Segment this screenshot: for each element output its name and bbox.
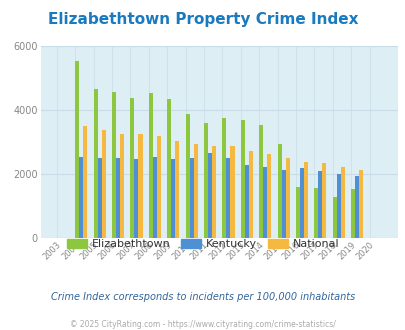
Bar — [240, 119, 244, 238]
Bar — [185, 114, 189, 238]
Bar — [130, 98, 134, 238]
Bar — [340, 167, 344, 238]
Bar — [134, 159, 138, 238]
Bar — [299, 168, 303, 238]
Bar — [138, 134, 142, 238]
Bar — [262, 167, 266, 238]
Bar — [248, 150, 252, 238]
Bar — [266, 154, 271, 238]
Bar — [98, 158, 102, 238]
Bar — [285, 158, 289, 238]
Bar — [332, 197, 336, 238]
Bar — [94, 89, 98, 238]
Bar — [336, 174, 340, 238]
Bar — [222, 118, 226, 238]
Text: Crime Index corresponds to incidents per 100,000 inhabitants: Crime Index corresponds to incidents per… — [51, 292, 354, 302]
Bar — [203, 123, 207, 238]
Bar — [171, 159, 175, 238]
Bar — [193, 144, 197, 238]
Bar — [83, 126, 87, 238]
Bar — [258, 125, 262, 238]
Bar — [112, 92, 116, 238]
Bar — [167, 99, 171, 238]
Bar — [79, 157, 83, 238]
Bar — [175, 141, 179, 238]
Bar — [116, 158, 120, 238]
Bar — [277, 144, 281, 238]
Bar — [318, 171, 322, 238]
Text: © 2025 CityRating.com - https://www.cityrating.com/crime-statistics/: © 2025 CityRating.com - https://www.city… — [70, 320, 335, 329]
Legend: Elizabethtown, Kentucky, National: Elizabethtown, Kentucky, National — [62, 234, 343, 253]
Bar — [75, 61, 79, 238]
Bar — [226, 158, 230, 238]
Bar — [281, 170, 285, 238]
Bar — [152, 156, 156, 238]
Bar — [358, 170, 362, 238]
Bar — [189, 157, 193, 238]
Bar — [313, 188, 318, 238]
Bar — [230, 147, 234, 238]
Bar — [244, 165, 248, 238]
Bar — [102, 130, 105, 238]
Bar — [211, 146, 215, 238]
Bar — [295, 186, 299, 238]
Bar — [149, 93, 152, 238]
Text: Elizabethtown Property Crime Index: Elizabethtown Property Crime Index — [48, 12, 357, 26]
Bar — [350, 189, 354, 238]
Bar — [354, 176, 358, 238]
Bar — [120, 134, 124, 238]
Bar — [156, 137, 160, 238]
Bar — [303, 162, 307, 238]
Bar — [322, 163, 326, 238]
Bar — [207, 153, 211, 238]
